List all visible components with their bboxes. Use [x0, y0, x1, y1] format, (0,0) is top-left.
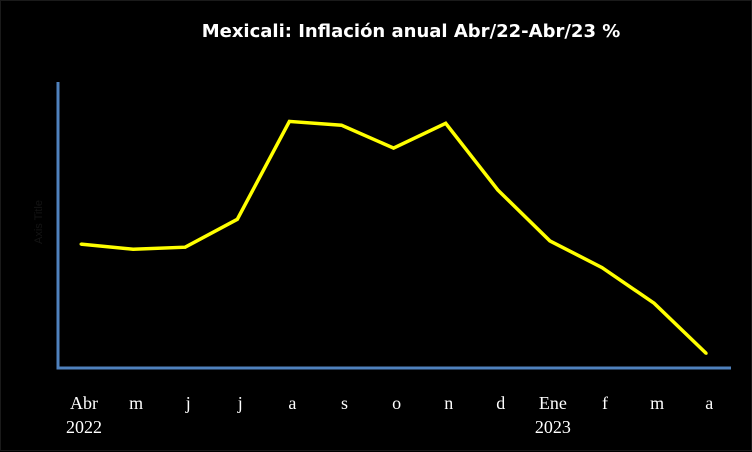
data-point — [548, 239, 552, 243]
x-year-label: 2023 — [535, 417, 571, 437]
x-tick-label: d — [496, 393, 505, 413]
data-point — [444, 121, 448, 125]
data-point — [704, 351, 708, 355]
x-tick-label: a — [705, 393, 713, 413]
data-point — [340, 123, 343, 127]
x-tick-label: o — [392, 393, 401, 413]
data-point — [235, 217, 239, 221]
x-tick-label: j — [237, 393, 243, 413]
x-tick-label: j — [185, 393, 191, 413]
x-tick-label: a — [288, 393, 296, 413]
data-point — [600, 266, 604, 270]
x-year-label: 2022 — [66, 417, 102, 437]
x-tick-label: Ene — [539, 393, 567, 413]
data-point — [652, 301, 656, 305]
chart-title: Mexicali: Inflación anual Abr/22-Abr/23 … — [201, 21, 621, 42]
data-point — [131, 247, 135, 251]
x-tick-label: f — [602, 393, 608, 413]
data-point — [79, 242, 83, 246]
x-tick-label: m — [650, 393, 664, 413]
data-point — [496, 188, 500, 192]
series-line-0 — [80, 119, 708, 355]
x-tick-label: Abr — [70, 393, 98, 413]
data-point — [392, 146, 396, 150]
x-tick-label: n — [444, 393, 453, 413]
x-tick-label: s — [341, 393, 348, 413]
data-point — [287, 119, 291, 123]
x-tick-label: m — [129, 393, 143, 413]
data-point — [183, 245, 187, 249]
